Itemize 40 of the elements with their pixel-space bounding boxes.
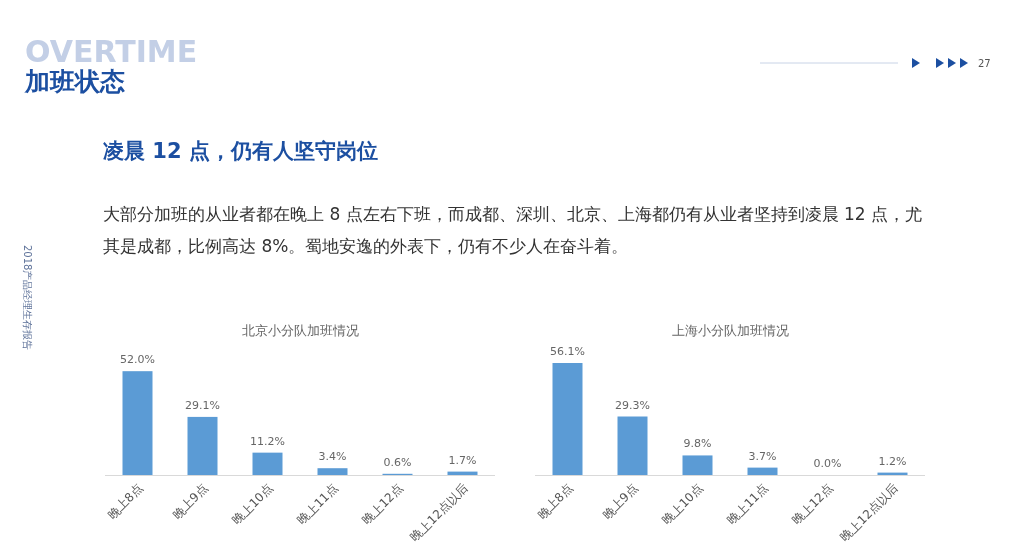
bar [617, 416, 648, 475]
text: 2018产品经理生存报告 [22, 245, 33, 351]
x-tick-label: 晚上12点以后 [837, 481, 901, 544]
data-label: 29.1% [185, 398, 220, 412]
data-label: 3.4% [318, 450, 347, 464]
x-tick-label: 晚上12点 [789, 481, 836, 528]
text: OVERTIME [25, 34, 198, 69]
x-tick-label: 晚上10点 [659, 481, 706, 528]
data-label: 52.0% [120, 353, 155, 367]
data-label: 1.2% [878, 454, 907, 468]
x-tick-label: 晚上11点 [724, 481, 771, 528]
x-tick-label: 晚上10点 [229, 481, 276, 528]
chart-title: 北京小分队加班情况 [241, 323, 359, 338]
data-label: 3.7% [748, 449, 777, 463]
x-tick-label: 晚上8点 [534, 481, 576, 522]
bar [682, 455, 713, 475]
data-label: 29.3% [615, 398, 650, 412]
x-tick-label: 晚上12点以后 [407, 481, 471, 544]
x-tick-label: 晚上8点 [104, 481, 146, 522]
data-label: 0.0% [813, 457, 842, 470]
x-tick-label: 晚上9点 [599, 481, 641, 522]
bar [252, 452, 283, 475]
bar [552, 363, 583, 475]
bar [317, 468, 348, 475]
x-tick-label: 晚上12点 [359, 481, 406, 528]
text: 27 [978, 58, 991, 69]
x-tick-label: 晚上9点 [169, 481, 211, 522]
bar [187, 416, 218, 475]
x-tick-label: 晚上11点 [294, 481, 341, 528]
bar [747, 467, 778, 475]
bar [122, 371, 153, 475]
text: 加班状态 [24, 67, 125, 96]
data-label: 56.1% [550, 345, 585, 358]
data-label: 1.7% [448, 453, 477, 467]
data-label: 9.8% [683, 437, 712, 451]
text: 大部分加班的从业者都在晚上 8 点左右下班，而成都、深圳、北京、上海都仍有从业者坚持到凌晨 12 点，尤其是成都，比例高达 8%。蜀地安逸的外表下，仍有不少人在奋斗着。 [103, 203, 923, 258]
text: 凌晨 12 点，仍有人坚守岗位 [103, 139, 378, 163]
data-label: 11.2% [250, 434, 285, 448]
data-label: 0.6% [383, 455, 412, 469]
chart-title: 上海小分队加班情况 [671, 323, 789, 338]
